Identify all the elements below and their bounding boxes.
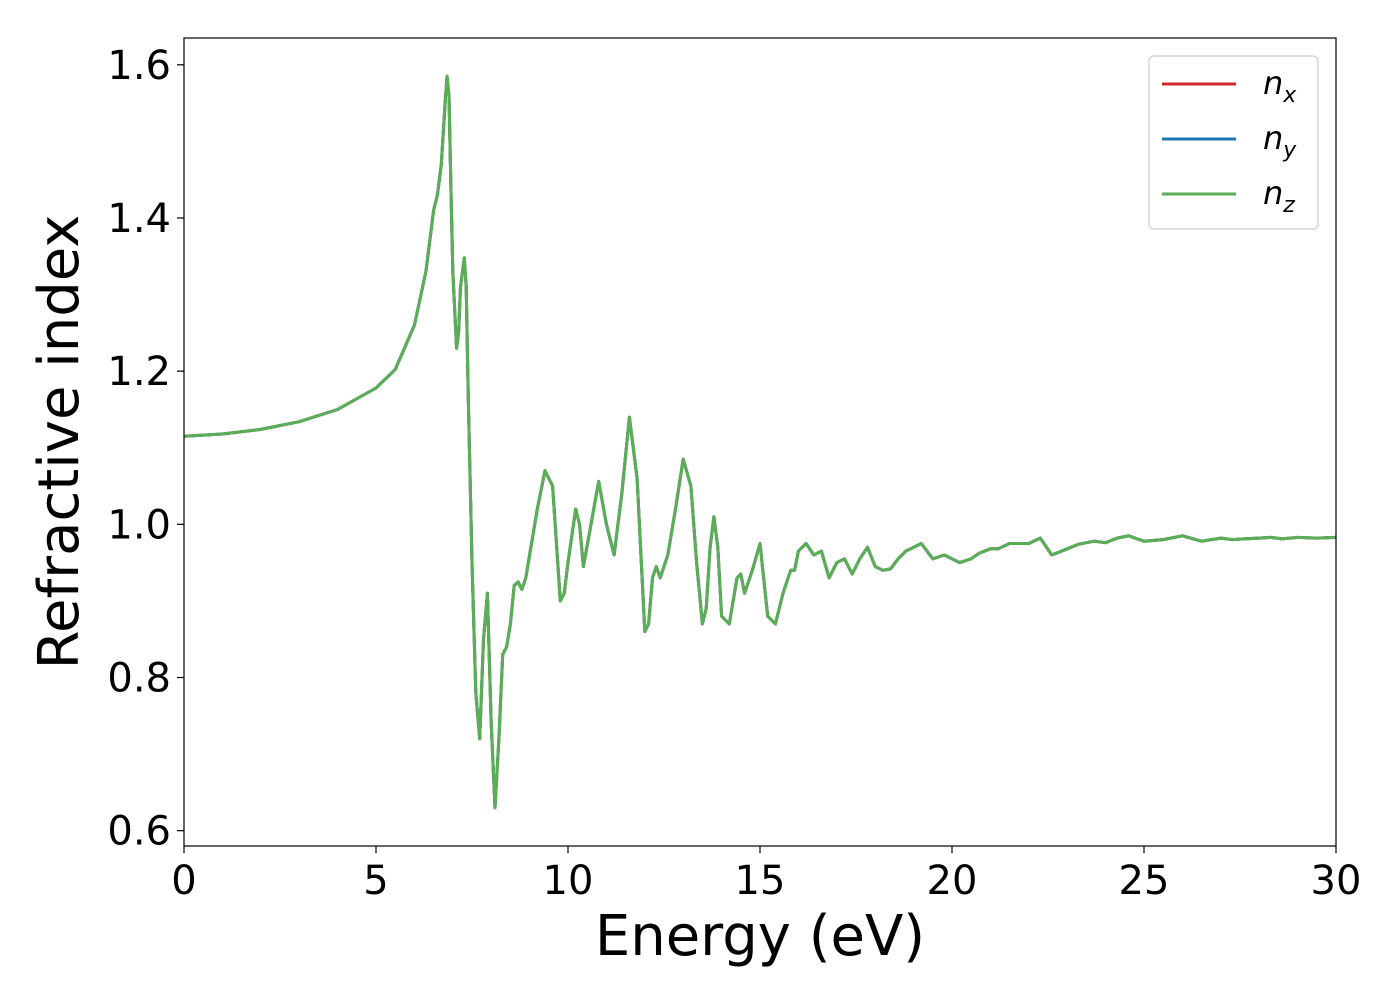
legend-label-nz: nz	[1263, 174, 1295, 218]
legend-label-nx: nx	[1263, 64, 1297, 108]
x-tick-label: 25	[1119, 858, 1170, 904]
series-line-nz	[184, 74, 1336, 810]
x-tick-label: 30	[1311, 858, 1362, 904]
y-tick-label: 1.4	[107, 196, 171, 242]
y-axis-title: Refractive index	[27, 215, 92, 670]
x-tick-label: 5	[363, 858, 388, 904]
x-axis-title: Energy (eV)	[595, 904, 925, 969]
x-axis: 0 5 10 15 20 25 30	[171, 846, 1361, 904]
y-tick-label: 1.2	[107, 349, 171, 395]
legend-label-ny: ny	[1263, 119, 1297, 163]
y-tick-label: 1.6	[107, 43, 171, 89]
x-tick-label: 15	[735, 858, 786, 904]
x-tick-label: 10	[543, 858, 594, 904]
legend-box	[1148, 55, 1319, 230]
x-tick-label: 20	[927, 858, 978, 904]
legend: nx ny nz	[1148, 55, 1319, 230]
y-tick-label: 0.6	[107, 809, 171, 855]
y-axis: 0.6 0.8 1.0 1.2 1.4 1.6	[107, 43, 184, 855]
x-tick-label: 0	[171, 858, 196, 904]
series-layer	[184, 74, 1336, 810]
y-tick-label: 0.8	[107, 656, 171, 702]
y-tick-label: 1.0	[107, 502, 171, 548]
